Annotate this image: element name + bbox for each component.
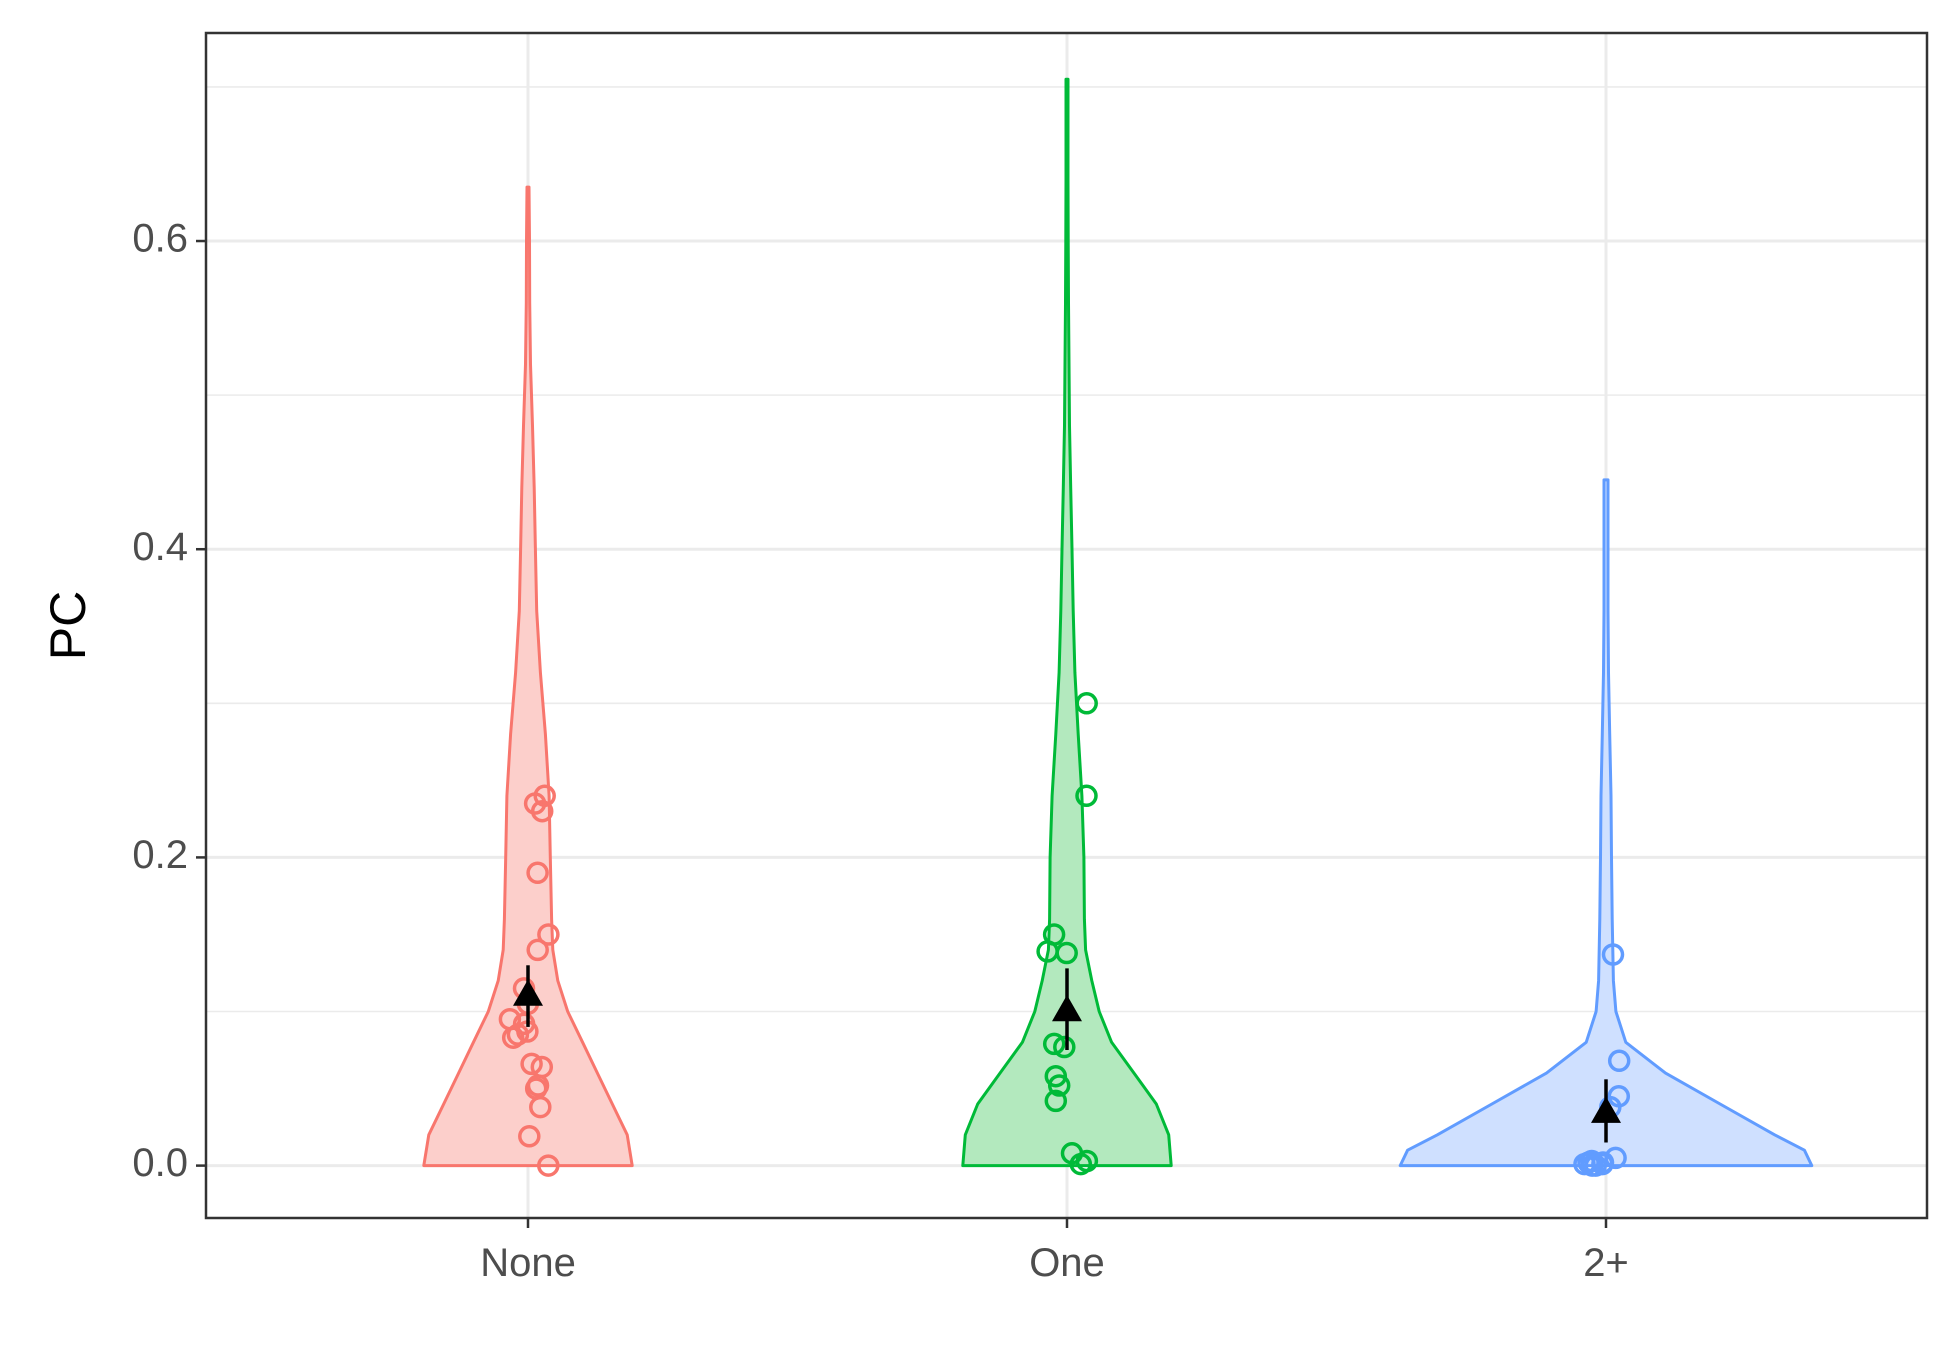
y-tick-label: 0.0 [132, 1141, 188, 1185]
data-point [1044, 1089, 1068, 1113]
mean-marker [1591, 1096, 1621, 1123]
data-point [1042, 1032, 1066, 1056]
data-point [537, 923, 560, 946]
mean-marker [1052, 994, 1082, 1022]
x-tick-label: 2+ [1583, 1241, 1629, 1285]
data-point [1580, 1149, 1603, 1173]
data-point [1075, 692, 1098, 715]
violin-2 [1398, 478, 1814, 1168]
data-point [537, 1154, 560, 1177]
data-point [1053, 1035, 1076, 1059]
data-point [520, 1052, 543, 1076]
y-tick-label: 0.6 [132, 217, 188, 261]
violin-0 [422, 185, 634, 1168]
mean-marker [513, 979, 543, 1006]
data-point [498, 1007, 522, 1031]
data-point [530, 1055, 554, 1079]
data-point [1604, 1146, 1627, 1170]
violin-layer [422, 77, 1814, 1168]
x-tick-label: One [1029, 1241, 1105, 1285]
data-point [1607, 1085, 1631, 1108]
y-tick-label: 0.4 [132, 525, 188, 569]
violin-1 [961, 77, 1173, 1168]
data-point [1060, 1142, 1084, 1165]
summary-layer [513, 965, 1621, 1143]
data-point [1607, 1049, 1631, 1073]
x-tick-label: None [480, 1241, 576, 1285]
y-tick-label: 0.2 [132, 833, 188, 877]
point-layer [498, 692, 1631, 1177]
data-point [526, 861, 549, 885]
data-point [1601, 943, 1625, 966]
y-axis-title: PC [40, 591, 96, 660]
data-point [533, 784, 556, 808]
data-point [1591, 1151, 1615, 1174]
data-point [1075, 784, 1098, 808]
data-point [1042, 923, 1066, 946]
data-point [526, 938, 549, 962]
data-point [1044, 1064, 1068, 1088]
data-point [518, 1125, 541, 1148]
axis-layer: 0.0 0.2 0.4 0.6 None One 2+ [132, 217, 1628, 1285]
